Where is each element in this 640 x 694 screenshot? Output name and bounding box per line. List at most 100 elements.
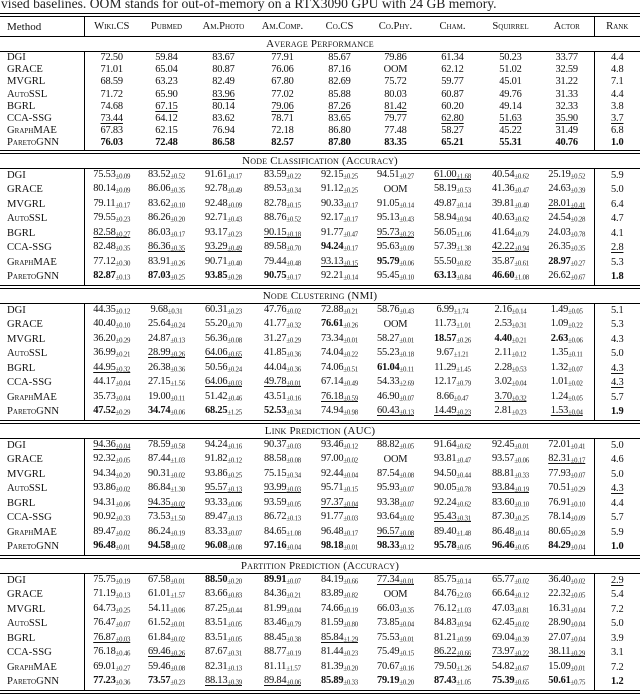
method-name: GRACE	[0, 318, 85, 333]
table-row: DGI 75.75±0.19 67.58±0.01 88.50±0.20 89.91±0…	[0, 573, 640, 588]
cell-stddev: ±0.08	[227, 544, 242, 552]
cell-value: 7.2	[611, 661, 624, 673]
cell-value: 71.72	[100, 88, 124, 100]
value-cell: 45.01	[481, 76, 540, 88]
cell-stddev: ±0.26	[170, 260, 185, 267]
cell-stddev: ±0.38	[286, 636, 301, 643]
value-cell: 86.48±0.14	[481, 526, 540, 541]
value-cell: 82.31±0.13	[194, 661, 253, 676]
value-cell: 92.17±0.17	[312, 212, 367, 227]
cell-value: 87.54	[376, 467, 400, 479]
cell-value: 62.80	[441, 113, 464, 125]
method-name: MVGRL	[0, 332, 85, 347]
value-cell: 92.15±0.25	[312, 168, 367, 183]
value-cell: 87.30±0.25	[481, 511, 540, 526]
cell-stddev: ±0.99	[456, 636, 471, 643]
value-cell: 75.72	[367, 76, 424, 88]
value-cell: 90.31±0.02	[139, 468, 194, 483]
cell-value: 3.70	[494, 390, 512, 402]
cell-stddev: ±0.39	[570, 187, 586, 195]
method-name: GRACE	[0, 588, 85, 603]
value-cell: 66.64±0.12	[481, 588, 540, 603]
cell-value: 5.0	[611, 618, 624, 630]
rank-cell: 4.3	[593, 482, 640, 497]
cell-value: 90.15	[263, 226, 287, 238]
value-cell: 76.18±0.59	[312, 391, 367, 406]
value-cell: 44.04±0.36	[253, 362, 312, 377]
value-cell: 76.06	[253, 64, 312, 76]
cell-value: 97.37	[320, 496, 344, 508]
rank-cell: 2.9	[593, 573, 640, 588]
cell-stddev: ±1.03	[456, 607, 471, 614]
cell-value: 4.4	[611, 88, 624, 100]
cell-value: 12.17	[433, 376, 457, 387]
column-header-cocs: Co.CS	[312, 17, 367, 37]
value-cell: 95.57±0.13	[194, 482, 253, 497]
cell-value: 2.81	[494, 405, 512, 416]
value-cell: 93.85±0.28	[194, 270, 253, 285]
cell-value: 95.43	[433, 511, 457, 522]
cell-stddev: ±1.21	[453, 351, 469, 359]
cell-stddev: ±0.20	[399, 679, 414, 687]
cell-value: 41.64	[491, 226, 515, 238]
cell-stddev: ±0.02	[170, 636, 185, 643]
value-cell: 83.96	[194, 89, 253, 101]
cell-value: 90.31	[147, 467, 171, 479]
value-cell: 74.06±0.51	[312, 362, 367, 377]
value-cell: 72.18	[253, 125, 312, 137]
cell-stddev: ±0.17	[170, 231, 185, 238]
value-cell: 93.38±0.07	[367, 497, 424, 512]
cell-stddev: ±0.29	[286, 337, 301, 344]
column-header-method: Method	[0, 17, 85, 37]
cell-stddev: ±0.04	[570, 544, 586, 552]
value-cell: 63.13±0.84	[424, 270, 481, 285]
table-row: DGI 94.36±0.04 78.59±0.58 94.24±0.16 90.37±0…	[0, 438, 640, 453]
cell-value: 81.21	[433, 631, 457, 643]
cell-stddev: ±1.29	[343, 636, 358, 643]
cell-stddev: ±0.05	[514, 544, 529, 552]
rank-cell: 5.7	[593, 511, 640, 526]
table-row: AutoSSL 36.99±0.21 28.99±0.26 64.06±0.65 41.…	[0, 347, 640, 362]
cell-value: 61.00	[433, 168, 457, 180]
cell-value: 71.19	[93, 588, 116, 599]
cell-value: 73.34	[320, 332, 344, 344]
cell-value: 95.78	[433, 540, 457, 551]
method-name: ParetoGNN	[0, 270, 85, 285]
cell-value: 84.19	[320, 573, 344, 585]
cell-stddev: ±0.06	[568, 337, 583, 344]
rank-cell: 1.0	[593, 137, 640, 150]
value-cell: 61.04±0.11	[367, 362, 424, 377]
column-header-actor: Actor	[540, 17, 594, 37]
cell-stddev: ±0.14	[514, 530, 529, 537]
value-cell: 58.94±0.94	[424, 212, 481, 227]
cell-value: 83.46	[263, 617, 287, 628]
value-cell: 96.48±0.17	[312, 526, 367, 541]
cell-value: 67.58	[147, 573, 171, 585]
cell-stddev: ±0.15	[343, 486, 358, 494]
cell-stddev: ±0.49	[343, 380, 358, 388]
cell-value: 2.28	[494, 361, 512, 373]
value-cell: 94.36±0.04	[84, 438, 139, 453]
table-row: GraphMAE 35.73±0.04 19.00±0.11 51.42±0.46 43…	[0, 390, 640, 406]
value-cell: 79.06	[253, 101, 312, 113]
method-name: ParetoGNN	[0, 405, 85, 420]
cell-stddev: ±0.02	[170, 472, 185, 479]
value-cell: 62.45±0.02	[481, 617, 540, 632]
table-row: CCA-SSG 73.44 64.12 83.62 78.71 83.65 79.77 62.…	[0, 112, 640, 126]
cell-value: 85.67	[328, 52, 351, 64]
cell-value: 83.62	[147, 197, 171, 209]
cell-value: 93.59	[263, 496, 287, 508]
cell-stddev: ±0.13	[399, 409, 414, 417]
value-cell: 84.19±0.66	[312, 573, 367, 588]
cell-value: 59.84	[155, 52, 178, 64]
method-name: MVGRL	[0, 602, 85, 617]
cell-value: 96.08	[204, 540, 228, 551]
value-cell: 32.33	[540, 101, 594, 113]
cell-stddev: ±0.05	[286, 501, 301, 508]
cell-value: 75.15	[263, 467, 287, 479]
cell-value: 92.45	[491, 438, 515, 450]
cell-value: 69.46	[147, 646, 171, 657]
cell-value: 49.87	[433, 197, 457, 209]
value-cell: 58.19±0.53	[424, 183, 481, 198]
cell-stddev: ±0.01	[570, 665, 586, 672]
